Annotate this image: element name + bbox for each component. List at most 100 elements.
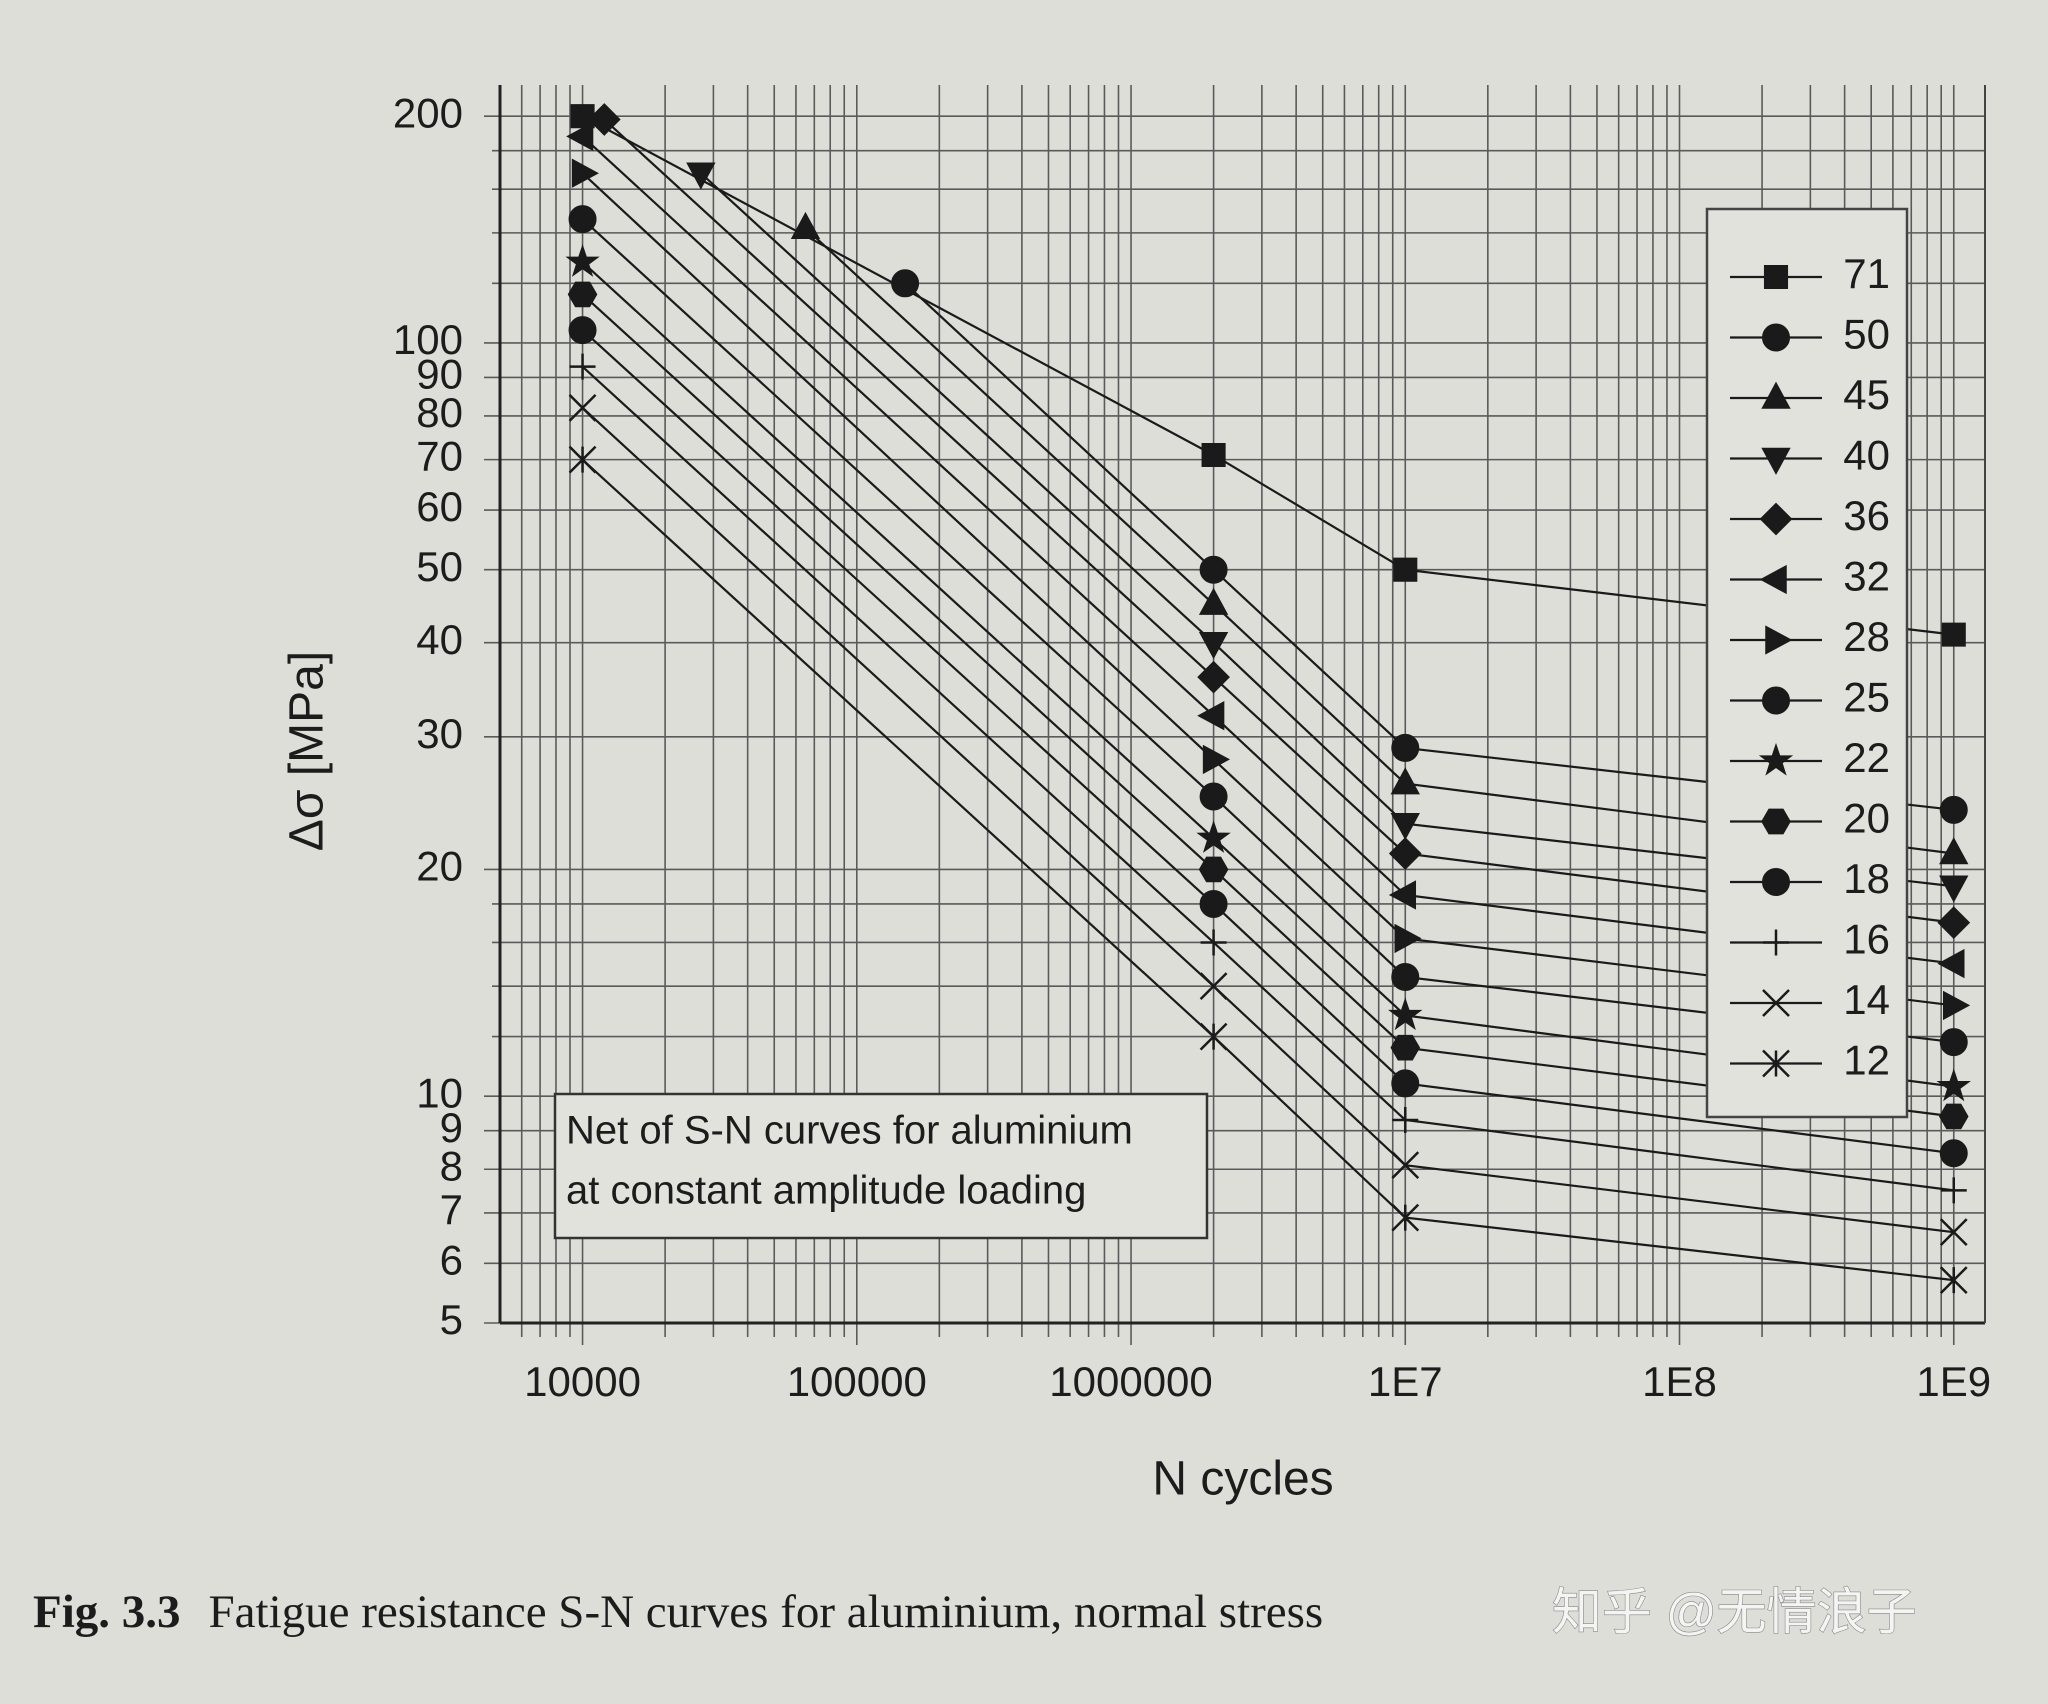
legend-label: 12: [1843, 1037, 1890, 1084]
y-tick-label: 60: [416, 483, 463, 530]
marker: [1388, 997, 1423, 1031]
sn-curve: [581, 218, 1954, 1044]
annotation-line: Net of S-N curves for aluminium: [566, 1109, 1133, 1153]
marker: [790, 211, 821, 239]
legend-label: 14: [1843, 976, 1890, 1023]
x-axis-title: N cycles: [1152, 1453, 1333, 1506]
marker: [891, 269, 920, 298]
caption-label: Fig. 3.3: [33, 1586, 181, 1638]
marker: [1762, 989, 1790, 1017]
marker: [1393, 557, 1418, 582]
legend-label: 16: [1843, 916, 1890, 963]
legend: 71 50 45 40 36 32 28 25 22 20 18 16 14 12: [1705, 207, 1909, 1119]
y-tick-label: 90: [416, 351, 463, 398]
marker: [1939, 795, 1968, 824]
marker: [1202, 744, 1230, 775]
y-tick-label: 20: [416, 843, 463, 890]
x-tick-label: 1E9: [1916, 1358, 1991, 1405]
sn-curve: [581, 293, 1954, 1118]
sn-curve: [700, 172, 1954, 888]
y-tick-label: 5: [440, 1296, 463, 1343]
legend-label: 36: [1843, 492, 1890, 539]
marker: [566, 121, 594, 152]
marker: [1943, 990, 1971, 1021]
sn-curve: [581, 407, 1954, 1234]
caption-text: Fatigue resistance S-N curves for alumin…: [209, 1586, 1324, 1638]
marker: [686, 162, 716, 190]
y-tick-label: 70: [416, 433, 463, 480]
marker: [1198, 856, 1229, 883]
marker: [1758, 742, 1794, 776]
marker: [567, 281, 598, 308]
legend-label: 18: [1843, 855, 1890, 902]
marker: [571, 158, 599, 188]
sn-curve: [603, 118, 1954, 924]
marker: [1388, 837, 1422, 870]
sn-curve: [581, 365, 1954, 1192]
marker: [1391, 733, 1420, 762]
marker: [1759, 564, 1787, 595]
marker: [1388, 880, 1417, 910]
marker: [1938, 1103, 1969, 1130]
legend-label: 40: [1843, 432, 1890, 479]
legend-box: [1705, 207, 1909, 1119]
marker: [1940, 1177, 1967, 1204]
y-tick-label: 50: [416, 543, 463, 590]
y-tick-label: 9: [440, 1104, 463, 1151]
marker: [1201, 442, 1226, 468]
y-tick-label: 6: [440, 1236, 463, 1283]
marker: [1937, 906, 1971, 940]
watermark: 知乎 @无情浪子: [1552, 1584, 1917, 1640]
y-tick-label: 80: [416, 389, 463, 436]
marker: [1759, 502, 1793, 536]
marker: [1196, 820, 1231, 853]
y-tick-label: 100: [393, 316, 463, 363]
sn-curve: [581, 458, 1954, 1282]
marker: [1391, 1151, 1420, 1180]
marker: [1197, 660, 1230, 694]
marker: [1939, 1028, 1968, 1057]
marker: [1937, 948, 1965, 979]
x-tick-label: 10000: [524, 1358, 641, 1405]
marker: [1763, 929, 1789, 956]
sn-curve: [904, 282, 1954, 811]
marker: [1762, 323, 1790, 352]
legend-label: 22: [1843, 734, 1890, 781]
marker: [1762, 868, 1790, 896]
x-tick-label: 1E7: [1368, 1358, 1443, 1405]
sn-curve: [581, 172, 1954, 1007]
annotation-line: at constant amplitude loading: [566, 1169, 1086, 1213]
marker: [1391, 1203, 1420, 1232]
marker: [1198, 587, 1229, 615]
legend-label: 25: [1843, 674, 1890, 721]
curves: [565, 103, 1971, 1295]
sn-curve: [581, 135, 1954, 965]
marker: [1199, 1022, 1228, 1051]
marker: [1198, 631, 1229, 660]
marker: [1391, 962, 1420, 991]
marker: [1394, 923, 1422, 954]
marker: [1392, 1106, 1419, 1133]
marker: [1391, 1069, 1420, 1098]
marker: [1390, 1034, 1421, 1061]
legend-label: 50: [1843, 311, 1890, 358]
marker: [1197, 701, 1225, 731]
caption: Fig. 3.3 Fatigue resistance S-N curves fo…: [33, 1586, 1323, 1638]
marker: [1199, 782, 1228, 811]
sn-curve: [581, 329, 1954, 1155]
marker: [1199, 889, 1228, 918]
marker: [565, 244, 600, 277]
marker: [1939, 1139, 1968, 1168]
marker: [1390, 767, 1420, 795]
sn-curve: [804, 227, 1954, 855]
marker: [569, 353, 596, 380]
marker: [1763, 264, 1789, 290]
marker: [1390, 812, 1420, 841]
marker: [1762, 1049, 1790, 1078]
marker: [1939, 837, 1969, 865]
y-axis-title: Δσ [MPa]: [281, 651, 334, 851]
marker: [1939, 1218, 1968, 1247]
marker: [1761, 808, 1791, 835]
